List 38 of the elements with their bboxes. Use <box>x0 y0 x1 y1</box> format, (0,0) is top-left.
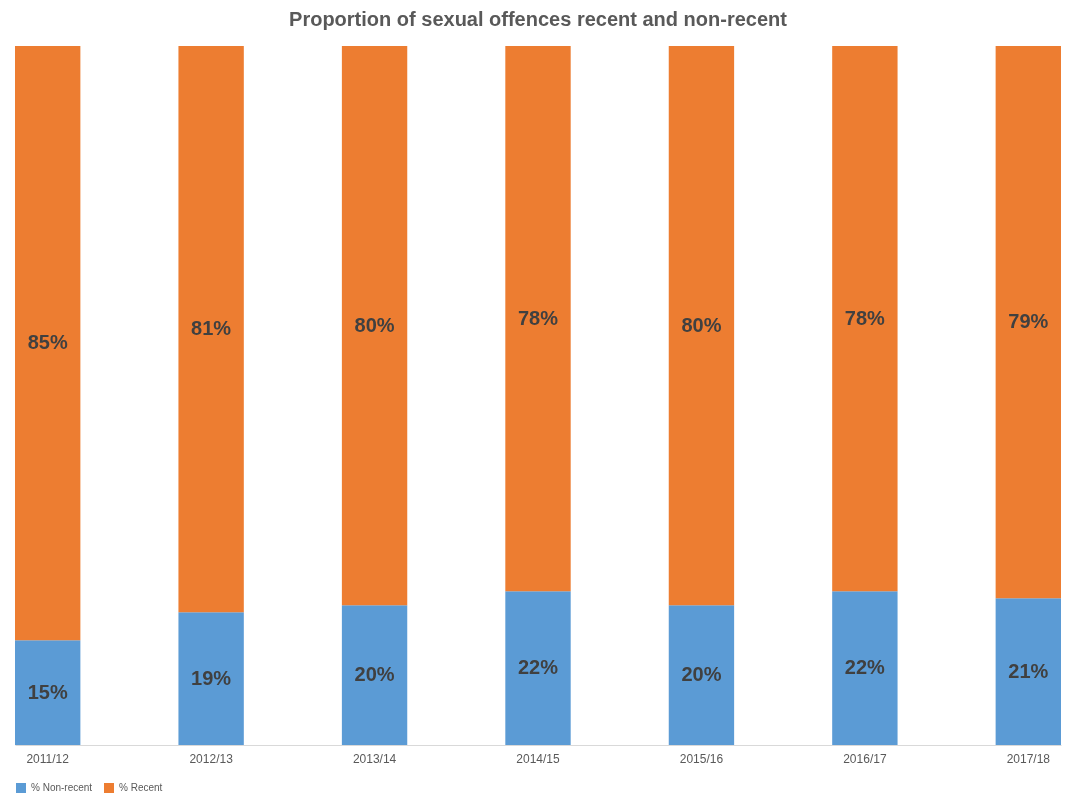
data-label: 19% <box>191 666 232 689</box>
bar <box>995 46 1061 599</box>
data-label: 20% <box>354 663 395 686</box>
data-label: 21% <box>1008 659 1049 682</box>
data-label: 80% <box>354 313 395 336</box>
x-tick-label: 2012/13 <box>189 751 234 766</box>
legend-label: % Non-recent <box>31 782 93 793</box>
x-tick-label: 2016/17 <box>843 751 887 766</box>
data-label: 22% <box>844 656 886 679</box>
x-tick-label: 2011/12 <box>26 751 70 766</box>
bar <box>15 640 81 745</box>
data-label: 80% <box>681 313 722 336</box>
x-tick-label: 2014/15 <box>516 751 561 766</box>
bar <box>668 605 735 745</box>
data-label: 81% <box>191 317 232 340</box>
x-tick-label: 2013/14 <box>352 751 397 766</box>
bar <box>341 46 408 606</box>
legend-label: % Recent <box>119 782 163 793</box>
bar <box>178 612 244 745</box>
data-label: 85% <box>27 331 68 354</box>
chart-title: Proportion of sexual offences recent and non-recent <box>289 8 788 30</box>
bar <box>832 591 898 745</box>
bar <box>505 591 571 745</box>
bar <box>505 46 571 592</box>
bar <box>178 46 244 613</box>
data-label: 15% <box>27 680 68 703</box>
x-tick-label: 2017/18 <box>1006 751 1051 766</box>
bar <box>832 46 898 592</box>
bar <box>668 46 735 606</box>
data-label: 79% <box>1008 310 1049 333</box>
bar <box>341 605 408 745</box>
data-label: 22% <box>517 656 559 679</box>
bar <box>15 46 81 641</box>
data-label: 20% <box>681 663 722 686</box>
x-tick-label: 2015/16 <box>679 751 724 766</box>
bar <box>995 598 1061 745</box>
data-label: 78% <box>844 306 886 329</box>
data-label: 78% <box>517 306 559 329</box>
